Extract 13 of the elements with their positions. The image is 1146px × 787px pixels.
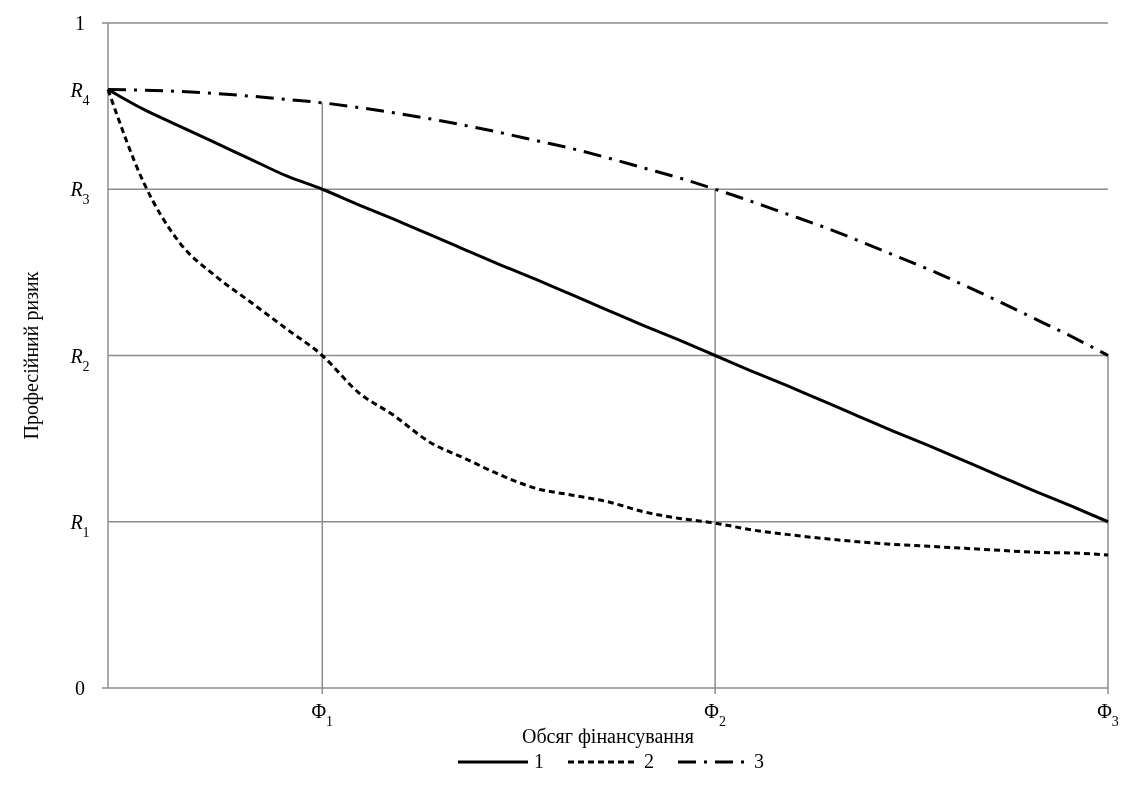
text: R$_{4}$ bbox=[69, 78, 90, 107]
y-axis-title: Професійний ризик bbox=[20, 271, 43, 440]
ref-line-label: R$_{2}$ bbox=[69, 344, 90, 373]
x-tick-label: Φ$_{2}$ bbox=[704, 700, 726, 729]
legend-label: 1 bbox=[534, 750, 544, 772]
legend-label: 2 bbox=[644, 750, 654, 772]
ref-line-label: R$_{1}$ bbox=[69, 510, 90, 540]
y-tick-label: 0 bbox=[75, 677, 85, 699]
x-tick-label: Φ$_{1}$ bbox=[311, 700, 334, 729]
x-tick-label: Φ$_{3}$ bbox=[1097, 700, 1119, 729]
legend-label: 3 bbox=[754, 750, 764, 772]
x-axis-title: Обсяг фінансування bbox=[522, 725, 694, 748]
ref-line-label: R$_{3}$ bbox=[69, 178, 90, 207]
